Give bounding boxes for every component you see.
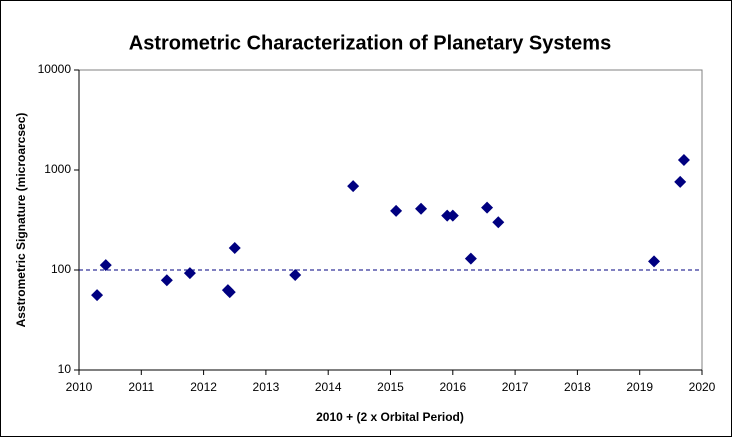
x-tick-label: 2011 — [128, 380, 154, 394]
data-point — [481, 201, 494, 214]
data-point — [648, 255, 661, 268]
data-point — [223, 286, 236, 299]
x-tick-label: 2016 — [439, 380, 466, 394]
x-axis-label: 2010 + (2 x Orbital Period) — [316, 410, 464, 424]
x-tick-label: 2015 — [377, 380, 404, 394]
y-tick-label: 1000 — [44, 162, 71, 176]
y-tick-label: 10000 — [38, 62, 72, 76]
x-tick-label: 2019 — [626, 380, 653, 394]
x-tick-label: 2018 — [564, 380, 591, 394]
y-tick-label: 100 — [51, 262, 71, 276]
data-point — [228, 241, 241, 254]
chart-title: Astrometric Characterization of Planetar… — [129, 32, 611, 54]
data-point — [347, 180, 360, 193]
data-point — [492, 216, 505, 229]
data-point — [674, 175, 687, 188]
data-point — [464, 252, 477, 265]
data-point — [160, 274, 173, 287]
x-tick-label: 2012 — [190, 380, 217, 394]
x-tick-label: 2014 — [315, 380, 342, 394]
data-point — [677, 153, 690, 166]
data-point — [183, 267, 196, 280]
data-point — [99, 259, 112, 272]
data-point — [289, 269, 302, 282]
x-tick-label: 2020 — [689, 380, 716, 394]
x-tick-label: 2013 — [253, 380, 280, 394]
x-tick-label: 2010 — [66, 380, 93, 394]
data-point — [415, 202, 428, 215]
data-point — [91, 289, 104, 302]
x-tick-label: 2017 — [502, 380, 529, 394]
data-point — [390, 204, 403, 217]
y-axis-label: Asstrometric Signature (microarcsec) — [14, 113, 28, 328]
data-point — [446, 209, 459, 222]
y-tick-label: 10 — [58, 362, 72, 376]
